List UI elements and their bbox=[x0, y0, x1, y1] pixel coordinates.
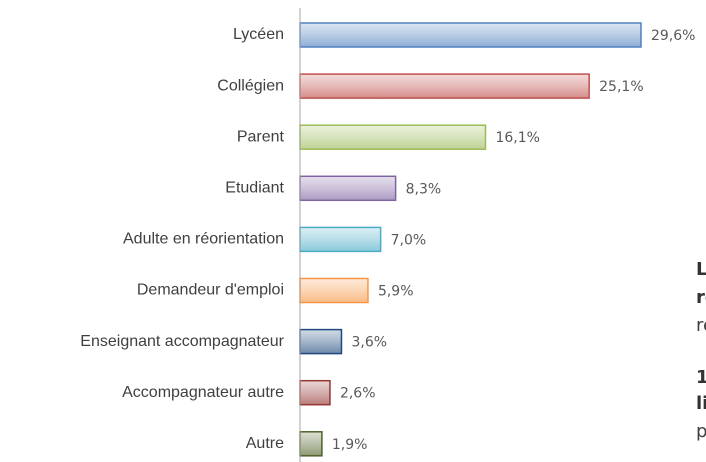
category-label: Adulte en réorientation bbox=[123, 231, 284, 248]
cropped-text: re bbox=[696, 315, 706, 336]
bar bbox=[299, 277, 369, 304]
bar bbox=[299, 226, 382, 253]
value-label: 5,9% bbox=[378, 284, 414, 300]
category-label: Lycéen bbox=[233, 26, 284, 43]
cropped-text: li bbox=[696, 393, 706, 414]
value-label: 2,6% bbox=[340, 386, 376, 402]
value-label: 7,0% bbox=[391, 232, 427, 248]
value-label: 25,1% bbox=[599, 79, 643, 95]
cropped-text: L bbox=[696, 259, 706, 280]
bar bbox=[299, 73, 590, 99]
value-label: 1,9% bbox=[332, 437, 368, 453]
category-label: Etudiant bbox=[225, 180, 284, 197]
cropped-text: re bbox=[696, 287, 706, 308]
category-label: Collégien bbox=[217, 77, 284, 94]
cropped-text: p bbox=[696, 421, 706, 442]
bar bbox=[299, 22, 642, 48]
value-label: 8,3% bbox=[406, 181, 442, 197]
bar bbox=[299, 175, 397, 202]
bar bbox=[299, 124, 487, 150]
category-label: Enseignant accompagnateur bbox=[80, 333, 284, 350]
value-label: 3,6% bbox=[351, 335, 387, 351]
category-label: Autre bbox=[246, 435, 284, 452]
category-label: Demandeur d'emploi bbox=[137, 282, 284, 299]
bar bbox=[299, 328, 343, 355]
bar bbox=[299, 379, 331, 406]
cropped-text: 1 bbox=[696, 367, 706, 388]
bar bbox=[299, 431, 323, 457]
category-label: Parent bbox=[237, 128, 285, 145]
value-label: 29,6% bbox=[651, 28, 695, 44]
category-label: Accompagnateur autre bbox=[122, 384, 284, 401]
value-label: 16,1% bbox=[495, 130, 539, 146]
